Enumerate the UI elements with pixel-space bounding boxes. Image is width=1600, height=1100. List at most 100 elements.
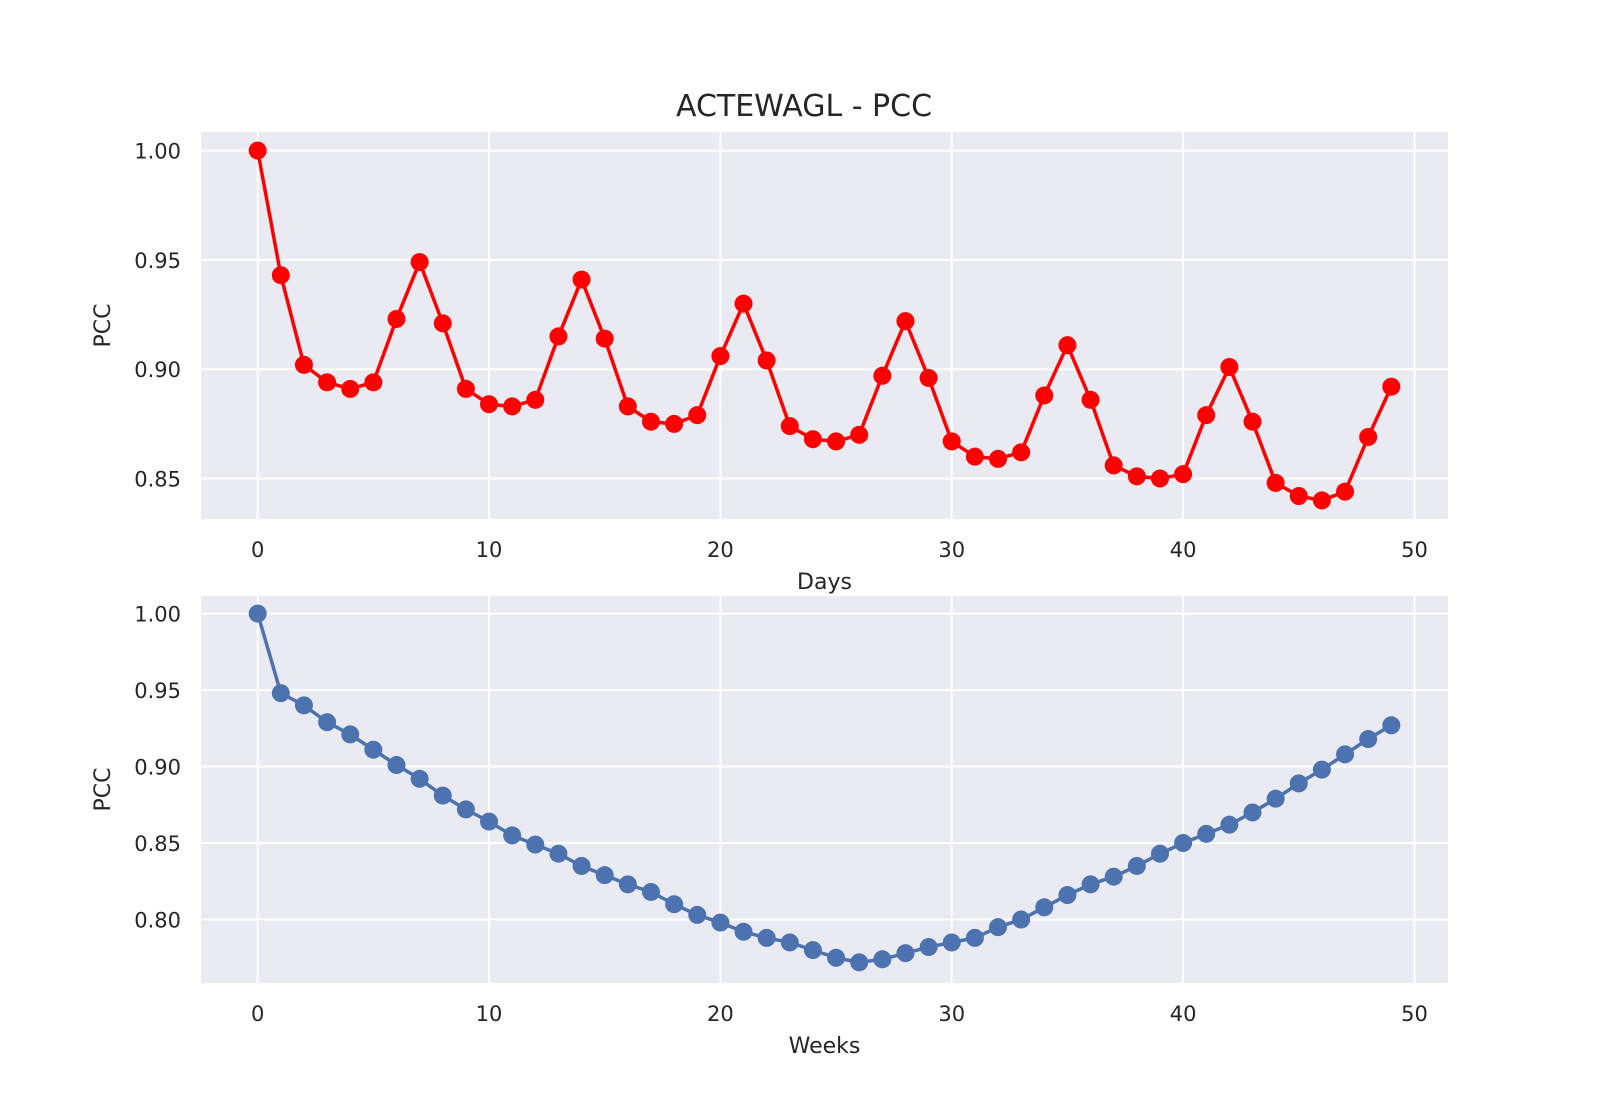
- data-point: [896, 312, 915, 331]
- data-point: [318, 373, 337, 392]
- data-point: [688, 406, 707, 425]
- data-point: [1243, 803, 1262, 822]
- data-point: [1197, 824, 1216, 843]
- data-point: [1266, 473, 1285, 492]
- data-point: [734, 294, 753, 313]
- data-point: [1220, 358, 1239, 377]
- data-point: [757, 928, 776, 947]
- data-point: [271, 266, 290, 285]
- data-point: [780, 417, 799, 436]
- data-point: [572, 270, 591, 289]
- x-tick-label: 30: [938, 1002, 965, 1026]
- y-tick-label: 0.95: [134, 679, 181, 703]
- y-tick-label: 0.85: [134, 832, 181, 856]
- data-point: [1012, 910, 1031, 929]
- data-point: [1197, 406, 1216, 425]
- data-point: [641, 882, 660, 901]
- plot-area: [201, 596, 1448, 983]
- y-axis-label: PCC: [91, 768, 116, 812]
- data-point: [1035, 386, 1054, 405]
- data-point: [1104, 456, 1123, 475]
- data-point: [780, 933, 799, 952]
- data-point: [989, 449, 1008, 468]
- data-point: [410, 253, 429, 272]
- data-point: [919, 368, 938, 387]
- data-point: [1382, 716, 1401, 735]
- data-point: [341, 725, 360, 744]
- data-point: [1243, 412, 1262, 431]
- data-point: [503, 397, 522, 416]
- data-point: [549, 327, 568, 346]
- data-point: [480, 395, 499, 414]
- data-point: [503, 826, 522, 845]
- data-point: [896, 944, 915, 963]
- figure-title: ACTEWAGL - PCC: [676, 89, 932, 124]
- data-point: [294, 696, 313, 715]
- y-tick-label: 0.90: [134, 756, 181, 780]
- y-tick-label: 1.00: [134, 603, 181, 627]
- data-point: [1220, 815, 1239, 834]
- x-axis-label: Weeks: [789, 1034, 861, 1059]
- data-point: [433, 786, 452, 805]
- data-point: [1174, 465, 1193, 484]
- data-point: [1104, 867, 1123, 886]
- data-point: [618, 397, 637, 416]
- x-tick-label: 0: [251, 538, 264, 562]
- data-point: [480, 812, 499, 831]
- y-tick-label: 0.95: [134, 249, 181, 273]
- y-tick-label: 0.85: [134, 468, 181, 492]
- data-point: [989, 918, 1008, 937]
- x-tick-label: 40: [1170, 1002, 1197, 1026]
- data-point: [711, 913, 730, 932]
- data-point: [248, 604, 267, 623]
- data-point: [873, 366, 892, 385]
- data-point: [757, 351, 776, 370]
- data-point: [665, 414, 684, 433]
- x-tick-label: 0: [251, 1002, 264, 1026]
- data-point: [711, 347, 730, 366]
- data-point: [595, 329, 614, 348]
- data-point: [641, 412, 660, 431]
- y-tick-label: 0.90: [134, 358, 181, 382]
- data-point: [1336, 745, 1355, 764]
- data-point: [456, 800, 475, 819]
- data-point: [271, 684, 290, 703]
- data-point: [850, 953, 869, 972]
- data-point: [1150, 469, 1169, 488]
- x-tick-label: 50: [1401, 538, 1428, 562]
- data-point: [387, 309, 406, 328]
- data-point: [942, 933, 961, 952]
- data-point: [919, 938, 938, 957]
- data-point: [827, 432, 846, 451]
- data-point: [1012, 443, 1031, 462]
- data-point: [1312, 491, 1331, 510]
- data-point: [942, 432, 961, 451]
- data-point: [1266, 789, 1285, 808]
- data-point: [572, 856, 591, 875]
- data-point: [433, 314, 452, 333]
- data-point: [595, 866, 614, 885]
- data-point: [1336, 482, 1355, 501]
- data-point: [734, 922, 753, 941]
- data-point: [1359, 730, 1378, 749]
- data-point: [850, 425, 869, 444]
- data-point: [1081, 875, 1100, 894]
- data-point: [364, 740, 383, 759]
- data-point: [410, 769, 429, 788]
- data-point: [827, 948, 846, 967]
- data-point: [965, 447, 984, 466]
- x-axis-label: Days: [797, 570, 852, 595]
- x-tick-label: 10: [476, 538, 503, 562]
- data-point: [1127, 856, 1146, 875]
- data-point: [873, 950, 892, 969]
- data-point: [688, 905, 707, 924]
- x-tick-label: 20: [707, 1002, 734, 1026]
- weeks-panel: 0 10 20 30 40 50 0.80 0.85 0.90 0.95 1.00 Weeks PCC: [91, 596, 1448, 1059]
- data-point: [1312, 760, 1331, 779]
- data-point: [1359, 428, 1378, 447]
- data-point: [965, 928, 984, 947]
- series-line: [255, 150, 1393, 503]
- data-point: [1174, 834, 1193, 853]
- data-point: [294, 355, 313, 374]
